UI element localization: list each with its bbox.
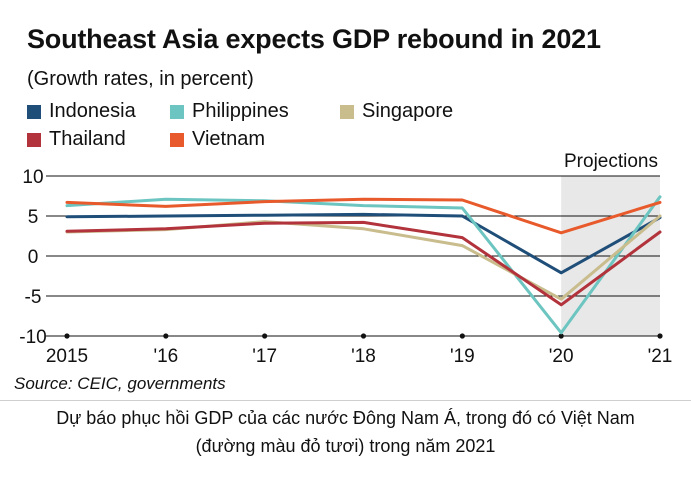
legend-label-thailand: Thailand [49, 128, 126, 150]
line-chart: Projections 10 5 0 -5 -10 2015 '16 '17 '18 '19 '2… [19, 151, 673, 367]
x-tick-label: '16 [153, 346, 178, 367]
series-lines [65, 195, 662, 335]
x-tick-label: '20 [549, 346, 574, 367]
y-tick-label: 0 [28, 247, 39, 268]
legend-swatch-vietnam [170, 133, 184, 147]
y-tick-label: -10 [19, 327, 46, 348]
source-note: Source: CEIC, governments [14, 374, 226, 393]
x-tick-mark [262, 333, 268, 339]
legend-label-vietnam: Vietnam [192, 128, 266, 150]
x-tick-mark [558, 333, 564, 339]
x-tick-label: '17 [252, 346, 277, 367]
chart-subtitle: (Growth rates, in percent) [27, 68, 254, 90]
legend-swatch-thailand [27, 133, 41, 147]
series-line-thailand [65, 220, 662, 307]
x-tick-mark [64, 333, 70, 339]
chart-figure: Southeast Asia expects GDP rebound in 20… [0, 24, 691, 401]
legend-swatch-singapore [340, 105, 354, 119]
y-tick-label: 5 [28, 207, 39, 228]
image-caption: Dự báo phục hồi GDP của các nước Đông Na… [0, 404, 691, 480]
legend-label-indonesia: Indonesia [49, 100, 136, 122]
caption-line-1: Dự báo phục hồi GDP của các nước Đông Na… [56, 408, 635, 428]
x-tick-mark [459, 333, 465, 339]
caption-line-2: (đường màu đỏ tươi) trong năm 2021 [195, 436, 496, 456]
legend-label-philippines: Philippines [192, 100, 289, 122]
x-tick-label: '19 [450, 346, 475, 367]
projections-label: Projections [564, 151, 658, 172]
series-line-indonesia [65, 212, 662, 275]
x-tick-mark [360, 333, 367, 339]
x-axis-ticks: 2015 '16 '17 '18 '19 '20 '21 [46, 333, 673, 367]
x-tick-label: '18 [351, 346, 376, 367]
legend-swatch-philippines [170, 105, 184, 119]
legend-label-singapore: Singapore [362, 100, 454, 122]
x-tick-mark [657, 333, 663, 339]
legend-swatch-indonesia [27, 105, 41, 119]
y-axis-ticks: 10 5 0 -5 -10 [19, 167, 46, 348]
series-line-philippines [65, 195, 662, 335]
x-tick-mark [163, 333, 169, 339]
y-tick-label: -5 [25, 287, 42, 308]
gridlines [46, 175, 660, 337]
x-tick-label: 2015 [46, 346, 88, 367]
x-tick-label: '21 [648, 346, 673, 367]
chart-title: Southeast Asia expects GDP rebound in 20… [27, 24, 601, 54]
y-tick-label: 10 [22, 167, 43, 188]
series-line-vietnam [65, 197, 662, 235]
